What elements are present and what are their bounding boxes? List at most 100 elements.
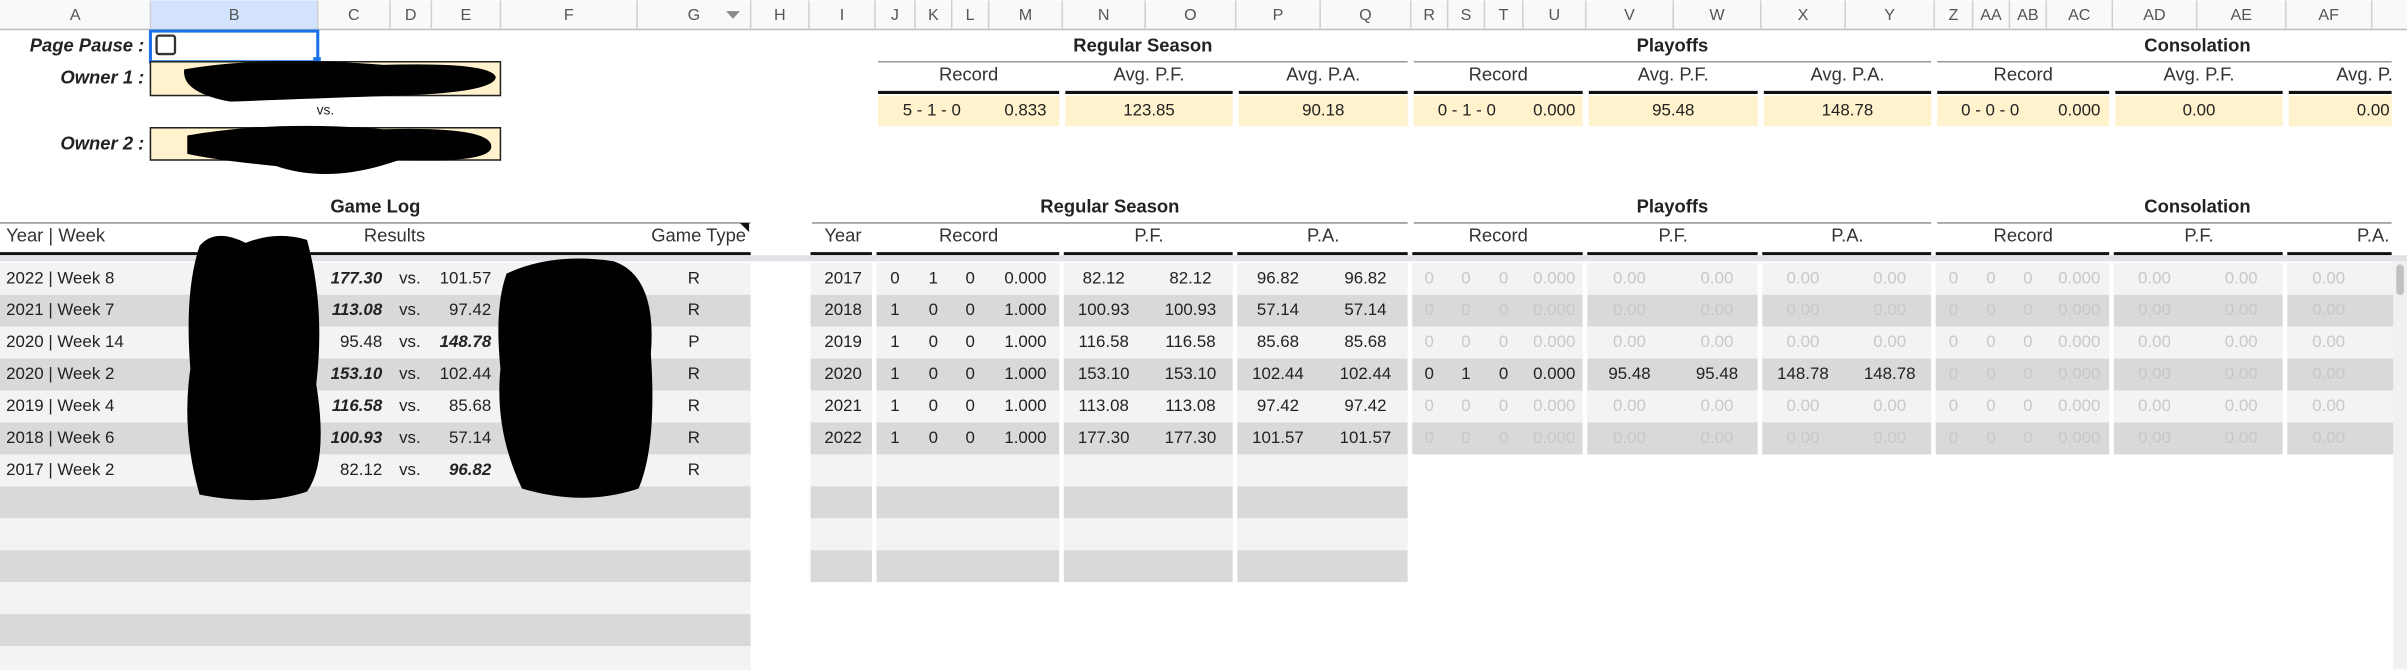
stats-cell-bg: [876, 358, 1060, 391]
stats-cell: 177.30: [1165, 428, 1217, 447]
column-header[interactable]: M: [1019, 6, 1032, 24]
column-header[interactable]: L: [966, 6, 975, 24]
sheet-content: A B C D E F G H I J K L M N O P Q R S T U V W X Y Z AA AB AC AD AE AFPa…: [0, 0, 2392, 479]
stats-column-header: P.A.: [2357, 225, 2389, 246]
stats-cell-bg: [1762, 390, 1932, 423]
stats-cell: 82.12: [1169, 268, 1211, 287]
stats-cell: 0: [1499, 396, 1508, 415]
stats-section-title: Consolation: [2144, 195, 2250, 216]
stats-cell-bg: [1587, 358, 1758, 391]
stats-cell-bg: [1237, 390, 1408, 423]
stats-cell-bg: [1587, 390, 1758, 423]
column-header[interactable]: A: [70, 6, 81, 24]
game-log-title: Game Log: [330, 195, 420, 216]
game-log-cell: R: [688, 300, 700, 319]
stats-cell: 102.44: [1252, 364, 1304, 383]
stats-cell: 0.00: [2312, 364, 2345, 383]
column-header[interactable]: R: [1423, 6, 1435, 24]
stats-cell-bg: [1063, 550, 1233, 583]
column-header[interactable]: I: [840, 6, 844, 24]
stats-cell: 1.000: [1004, 428, 1046, 447]
stats-cell-bg: [876, 390, 1060, 423]
stats-cell: 0: [1424, 428, 1433, 447]
column-header[interactable]: S: [1461, 6, 1472, 24]
stats-cell: 0: [1424, 300, 1433, 319]
game-log-cell: 2020 | Week 2: [6, 364, 114, 383]
stats-cell: 0.00: [1613, 332, 1646, 351]
stats-cell: 95.48: [1608, 364, 1650, 383]
stats-cell-bg: [1063, 422, 1233, 455]
column-header[interactable]: AC: [2068, 6, 2091, 24]
stats-cell-bg: [2113, 262, 2283, 295]
column-header[interactable]: AA: [1980, 6, 2002, 24]
column-header[interactable]: AE: [2230, 6, 2252, 24]
column-header[interactable]: C: [348, 6, 360, 24]
column-header[interactable]: V: [1624, 6, 1635, 24]
stats-cell: 0.00: [2225, 332, 2258, 351]
stats-cell: 0.00: [1701, 396, 1734, 415]
stats-cell: 0.00: [2138, 364, 2171, 383]
page-pause-checkbox[interactable]: [155, 34, 177, 56]
stats-cell-bg: [1762, 326, 1932, 359]
stats-cell-bg: [2287, 422, 2407, 455]
column-header[interactable]: X: [1798, 6, 1809, 24]
stats-cell-bg: [1587, 262, 1758, 295]
stats-cell: 0: [1461, 268, 1470, 287]
overlay: [0, 61, 2407, 670]
stats-cell-bg: [1587, 326, 1758, 359]
column-header[interactable]: Z: [1948, 6, 1958, 24]
column-header[interactable]: Y: [1884, 6, 1895, 24]
game-log-header: Game Type: [651, 225, 746, 246]
summary-value-cell: [1238, 95, 1408, 127]
stats-cell: 0.000: [1533, 428, 1575, 447]
stats-cell: 0.00: [1873, 300, 1906, 319]
stats-cell: 1.000: [1004, 332, 1046, 351]
stats-cell-bg: [1063, 486, 1233, 519]
column-header[interactable]: AB: [2017, 6, 2039, 24]
stats-cell: 0: [1986, 268, 1995, 287]
column-header[interactable]: Q: [1359, 6, 1372, 24]
stats-cell-bg: [1935, 390, 2110, 423]
column-header[interactable]: K: [928, 6, 939, 24]
freeze-divider: [0, 255, 2407, 262]
column-header[interactable]: W: [1709, 6, 1725, 24]
stats-cell-bg: [1762, 262, 1932, 295]
column-header[interactable]: AD: [2143, 6, 2165, 24]
column-header[interactable]: B: [229, 6, 240, 24]
stats-cell: 0: [1949, 268, 1958, 287]
stats-cell: 0: [1424, 364, 1433, 383]
column-header[interactable]: G: [688, 6, 701, 24]
game-log-cell: R: [688, 428, 700, 447]
summary-column-header: Record: [939, 63, 998, 84]
game-log-cell: 57.14: [449, 428, 491, 447]
column-header[interactable]: D: [405, 6, 417, 24]
stats-cell: 0.000: [2058, 332, 2100, 351]
column-header[interactable]: F: [564, 6, 574, 24]
stats-cell: 177.30: [1078, 428, 1130, 447]
column-header[interactable]: N: [1098, 6, 1110, 24]
stats-row-bg: [810, 390, 872, 423]
stats-cell: 0.00: [2225, 300, 2258, 319]
stats-cell-bg: [1237, 422, 1408, 455]
summary-value: 123.85: [1123, 100, 1175, 119]
game-log-cell: vs.: [399, 300, 421, 319]
stats-cell: 0: [1986, 428, 1995, 447]
stats-cell-bg: [1063, 262, 1233, 295]
column-header[interactable]: U: [1548, 6, 1560, 24]
stats-cell: 0.000: [1533, 332, 1575, 351]
column-header[interactable]: P: [1273, 6, 1284, 24]
column-header[interactable]: J: [891, 6, 899, 24]
owner2-label: Owner 2 :: [60, 133, 144, 154]
column-header[interactable]: T: [1499, 6, 1509, 24]
stats-cell: 1: [890, 300, 899, 319]
stats-year-header: Year: [824, 225, 861, 246]
stats-row-bg: [810, 262, 872, 295]
column-header[interactable]: O: [1184, 6, 1197, 24]
column-header[interactable]: AF: [2318, 6, 2339, 24]
stats-cell-bg: [2287, 262, 2407, 295]
column-header[interactable]: E: [461, 6, 472, 24]
game-log-cell: 2017 | Week 2: [6, 460, 114, 479]
game-log-cell: R: [688, 268, 700, 287]
scrollbar-thumb[interactable]: [2396, 264, 2404, 296]
column-header[interactable]: H: [774, 6, 786, 24]
